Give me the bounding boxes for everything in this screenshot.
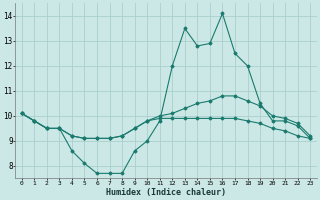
X-axis label: Humidex (Indice chaleur): Humidex (Indice chaleur) — [106, 188, 226, 197]
